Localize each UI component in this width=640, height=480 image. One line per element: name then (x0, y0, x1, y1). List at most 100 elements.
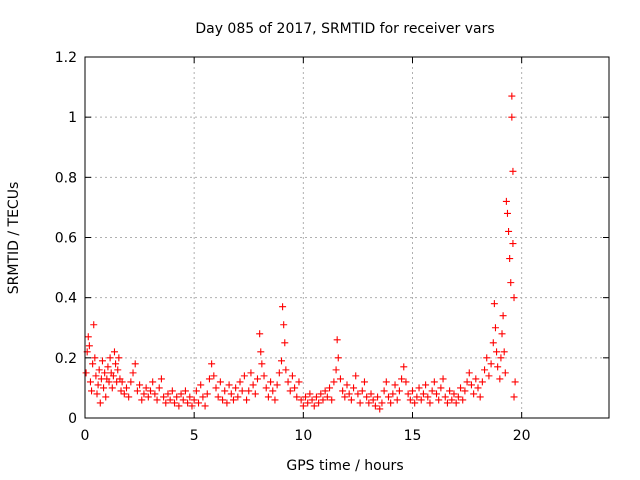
chart-title: Day 085 of 2017, SRMTID for receiver var… (195, 21, 494, 37)
data-point (430, 378, 438, 386)
data-point (497, 354, 505, 362)
data-point (208, 360, 216, 368)
data-point (223, 399, 231, 407)
data-point (127, 378, 135, 386)
data-point (321, 387, 329, 395)
data-point (367, 390, 375, 398)
data-point (190, 396, 198, 404)
data-point (380, 387, 388, 395)
data-point (461, 387, 469, 395)
data-point (155, 384, 163, 392)
data-point (328, 396, 336, 404)
y-tick-label: 1.2 (55, 50, 77, 66)
data-point (219, 396, 227, 404)
data-point (339, 387, 347, 395)
data-point (415, 384, 423, 392)
data-point (94, 381, 102, 389)
data-point (112, 360, 120, 368)
data-point (330, 378, 338, 386)
data-point (470, 390, 478, 398)
data-point (133, 387, 141, 395)
data-point (85, 342, 93, 350)
data-point (136, 381, 144, 389)
data-point (232, 384, 240, 392)
x-tick-label: 15 (404, 428, 422, 444)
data-point (437, 384, 445, 392)
data-point (98, 357, 106, 365)
data-point (297, 396, 305, 404)
data-point (409, 387, 416, 395)
data-point (493, 348, 501, 356)
data-point (92, 372, 100, 380)
y-tick-label: 0.4 (55, 291, 77, 307)
data-point (88, 387, 96, 395)
axis-ticks: 0 0.2 0.4 0.6 0.8 1 1.2 0 5 10 15 20 (55, 50, 609, 444)
data-point (186, 393, 194, 401)
data-point (365, 399, 373, 407)
data-point (347, 396, 355, 404)
data-point (221, 387, 229, 395)
data-point (245, 387, 253, 395)
data-point (360, 378, 368, 386)
data-point (129, 369, 137, 377)
data-point (168, 387, 176, 395)
data-point (173, 393, 181, 401)
data-point (485, 372, 493, 380)
data-point (323, 393, 331, 401)
data-point (308, 396, 316, 404)
data-point (229, 396, 237, 404)
data-point (302, 393, 310, 401)
data-point (393, 396, 401, 404)
data-point (363, 393, 371, 401)
data-point (448, 396, 456, 404)
data-point (450, 390, 458, 398)
data-point (291, 384, 299, 392)
data-point (439, 375, 447, 383)
data-point (151, 390, 159, 398)
data-point (341, 393, 349, 401)
data-point (205, 375, 213, 383)
data-point (496, 375, 504, 383)
data-point (404, 390, 412, 398)
data-point (114, 366, 122, 374)
data-point (267, 378, 275, 386)
data-point (433, 390, 441, 398)
data-point (212, 384, 220, 392)
data-point (487, 360, 495, 368)
data-point (443, 399, 451, 407)
data-point (253, 375, 261, 383)
data-point (413, 393, 421, 401)
data-point (384, 393, 392, 401)
data-point (295, 378, 303, 386)
data-point (257, 348, 265, 356)
data-point (282, 366, 290, 374)
data-point (350, 384, 358, 392)
data-point (406, 396, 414, 404)
data-point (100, 384, 108, 392)
data-point (238, 387, 246, 395)
y-tick-label: 1 (68, 110, 77, 126)
data-point (336, 375, 344, 383)
data-point (164, 390, 172, 398)
data-point (312, 393, 320, 401)
data-point (144, 393, 152, 401)
data-point (199, 393, 207, 401)
data-point (465, 369, 473, 377)
data-point (280, 321, 288, 329)
data-point (197, 381, 205, 389)
data-point (354, 390, 362, 398)
data-point (510, 393, 518, 401)
data-point (118, 378, 126, 386)
data-point (506, 255, 514, 263)
data-point (271, 396, 279, 404)
data-point (457, 384, 465, 392)
data-point (171, 399, 179, 407)
data-point (181, 387, 189, 395)
data-point (508, 92, 516, 100)
x-tick-label: 0 (81, 428, 90, 444)
data-point (179, 396, 187, 404)
data-point (374, 393, 382, 401)
data-point (474, 384, 482, 392)
data-point (147, 387, 154, 395)
